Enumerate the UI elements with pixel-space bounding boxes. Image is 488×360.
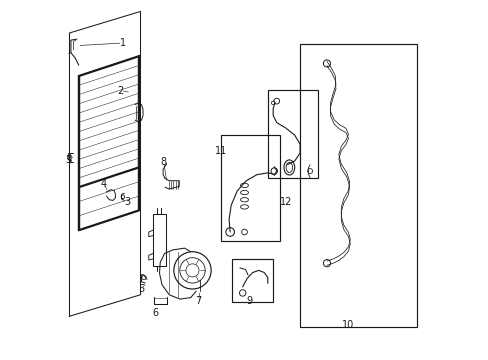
Text: 5: 5 [138,284,144,294]
Bar [153,214,165,266]
Text: 9: 9 [246,296,252,306]
Text: 3: 3 [65,155,71,165]
Bar [300,44,416,327]
Text: 1: 1 [119,38,125,48]
Text: 11: 11 [215,145,227,156]
Text: 10: 10 [342,320,354,330]
Text: 7: 7 [195,296,202,306]
Text: 4: 4 [101,179,107,189]
Text: 12: 12 [280,197,292,207]
Bar [221,135,280,241]
Text: 8: 8 [161,157,166,167]
Bar [231,259,273,302]
Bar [267,90,317,178]
Text: 3: 3 [123,197,130,207]
Text: 2: 2 [118,86,123,96]
Text: 6: 6 [152,309,158,318]
